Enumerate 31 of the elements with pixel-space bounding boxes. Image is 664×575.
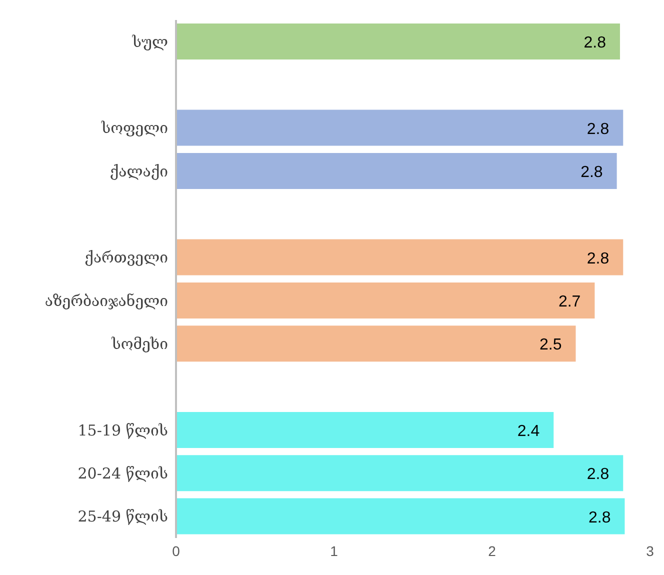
- data-label: 2.8: [588, 509, 611, 526]
- y-tick-label: ქართველი: [84, 248, 168, 267]
- x-tick-label: 0: [172, 542, 180, 559]
- y-tick-label: სულ: [131, 32, 168, 51]
- data-label: 2.5: [539, 336, 562, 354]
- data-label: 2.8: [586, 466, 610, 484]
- y-tick-label: სოფელი: [100, 119, 168, 138]
- bar: [176, 455, 624, 492]
- y-tick-label: ქალაქი: [110, 162, 168, 180]
- data-label: 2.8: [586, 250, 610, 268]
- data-label: 2.8: [580, 164, 603, 181]
- y-tick-label: 15-19 წლის: [78, 421, 168, 440]
- x-tick-label: 1: [330, 542, 338, 559]
- data-label: 2.4: [517, 422, 540, 440]
- bar: [176, 412, 554, 448]
- bar: [176, 498, 625, 534]
- data-label: 2.8: [584, 34, 606, 52]
- y-tick-label: 25-49 წლის: [78, 508, 168, 526]
- x-tick-label: 3: [646, 542, 654, 559]
- y-tick-label: 20-24 წლის: [78, 464, 168, 483]
- bar: [176, 152, 617, 189]
- bar: [176, 282, 595, 318]
- bar: [176, 23, 620, 60]
- bar: [176, 110, 624, 146]
- data-label: 2.8: [586, 120, 610, 138]
- y-tick-label: სომეხი: [110, 335, 168, 354]
- bar: [176, 326, 576, 362]
- x-tick-label: 2: [488, 542, 496, 559]
- bar: [176, 239, 624, 276]
- data-label: 2.7: [558, 293, 581, 310]
- y-tick-label: აზერბაიჯანელი: [44, 292, 168, 310]
